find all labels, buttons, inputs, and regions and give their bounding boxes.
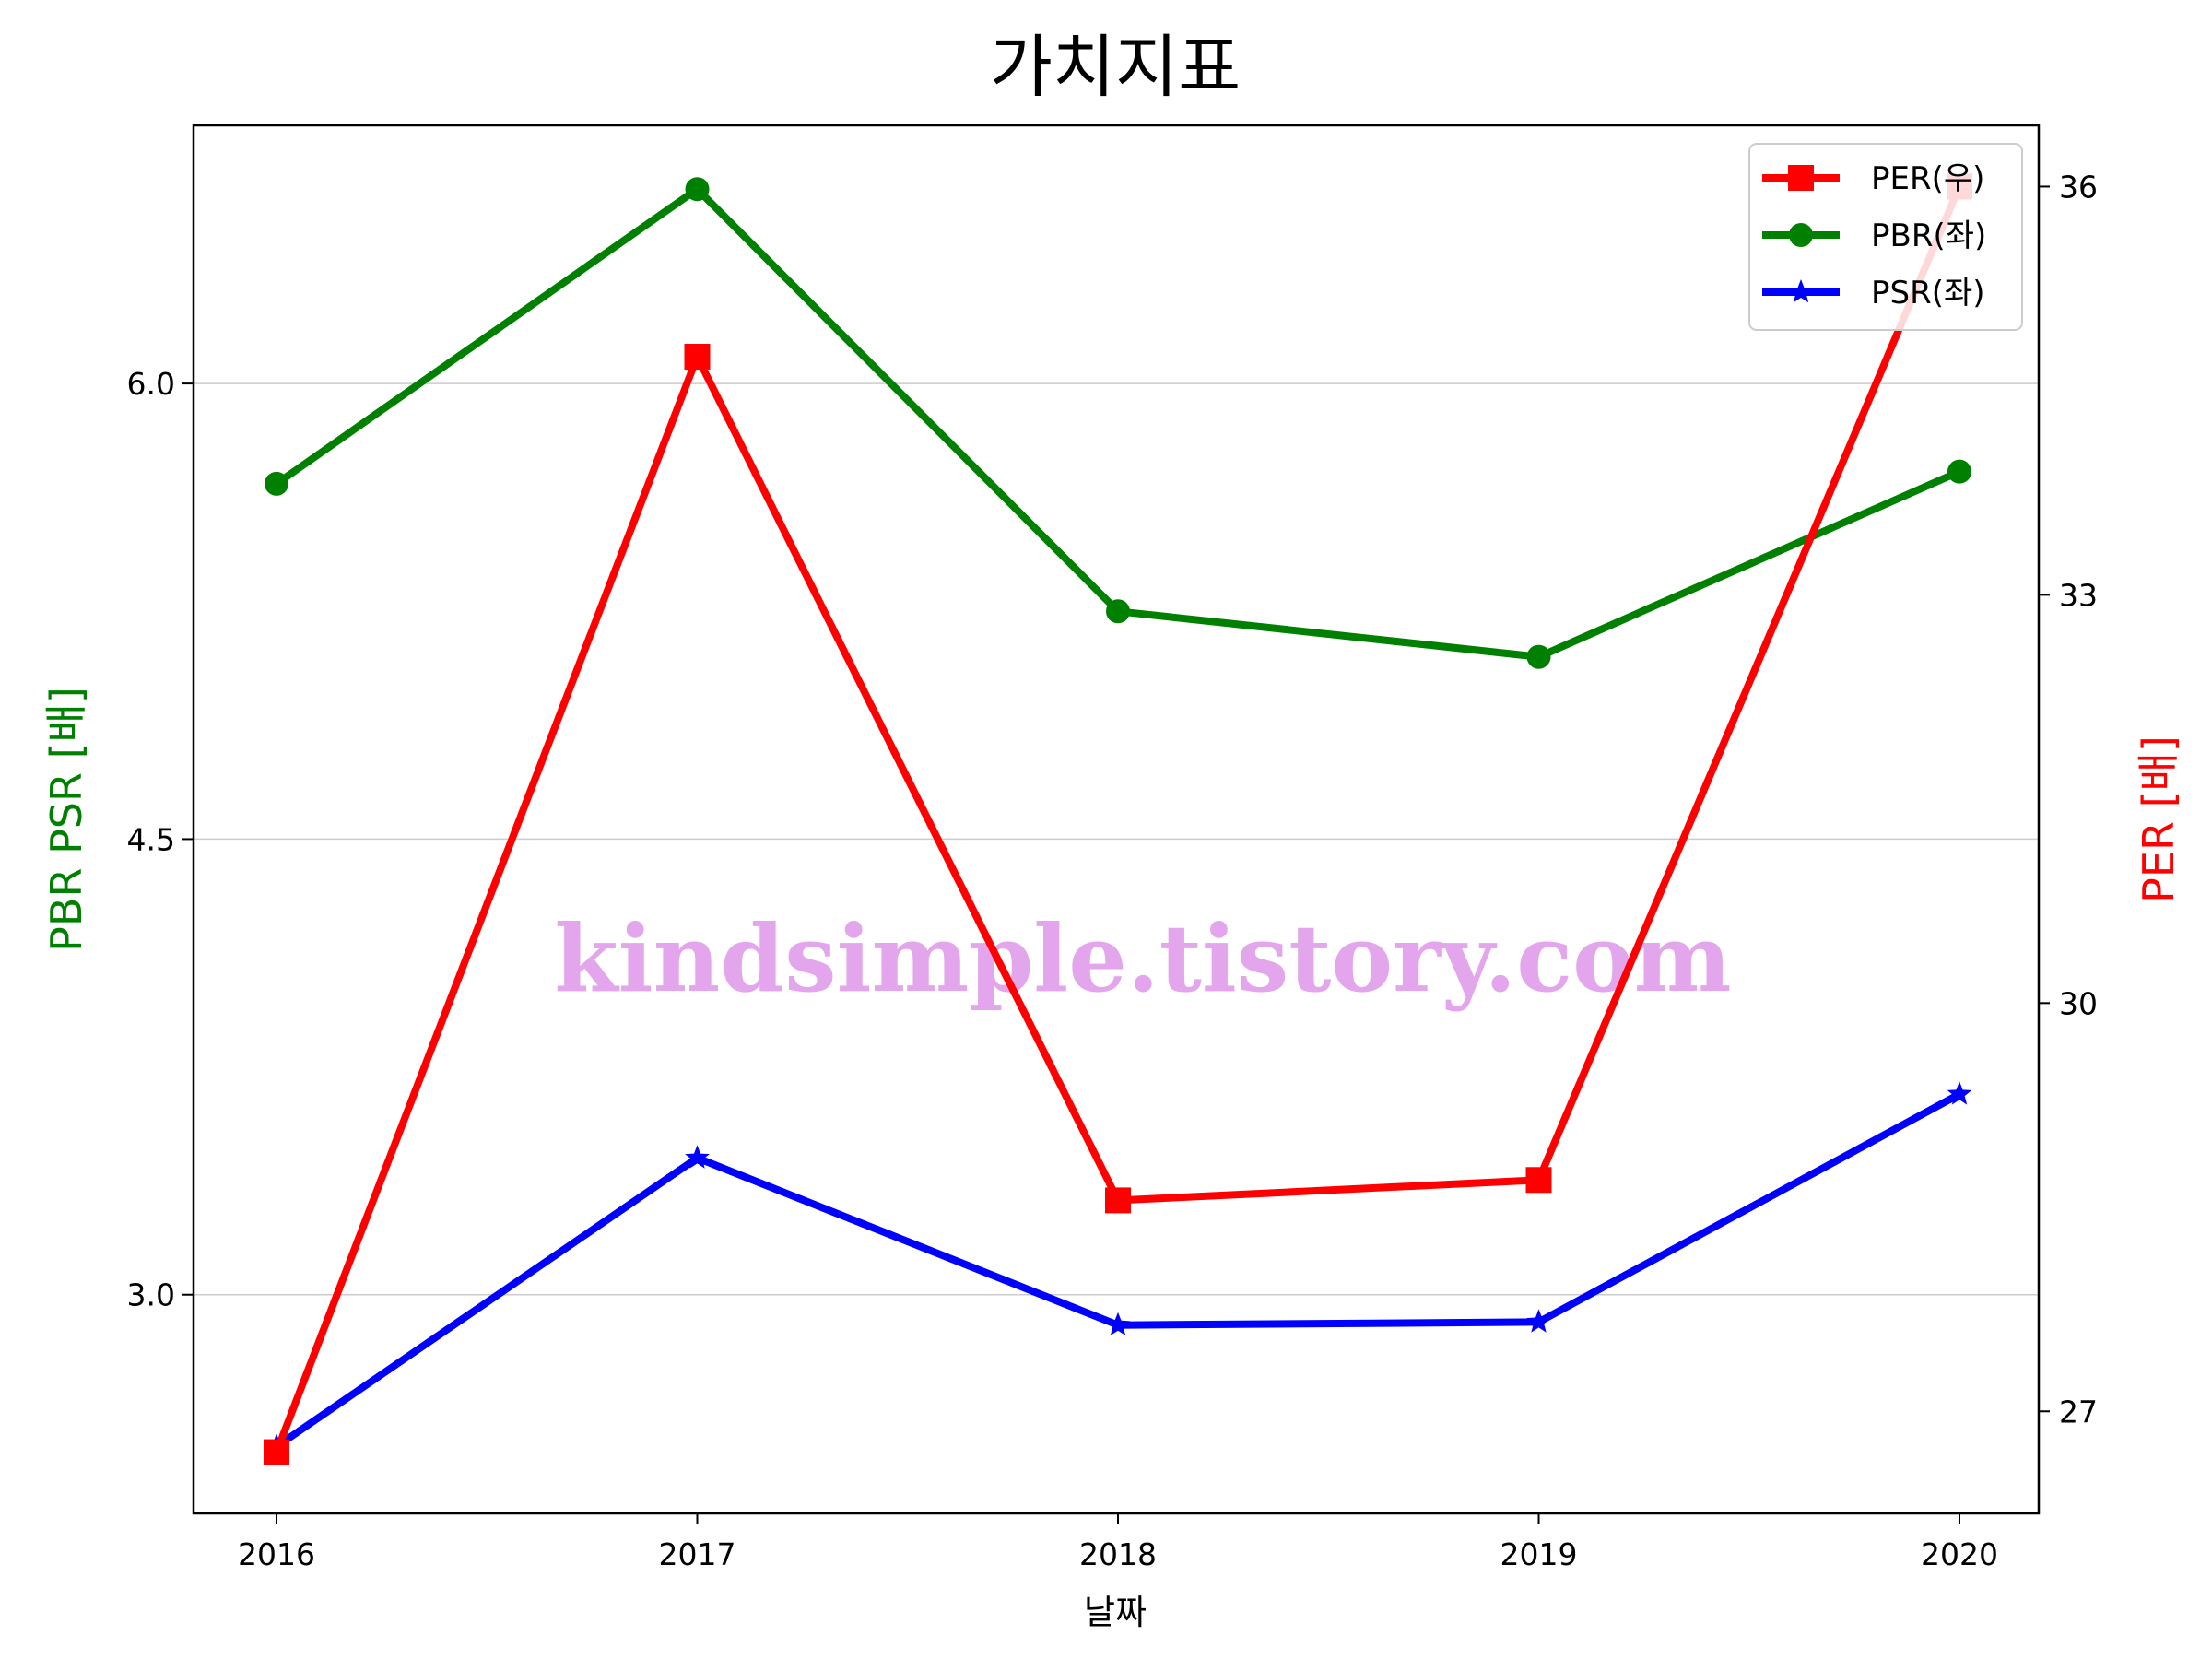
watermark: kindsimple.tistory.com [554, 904, 1731, 1013]
x-tick-label: 2017 [659, 1536, 736, 1572]
y-left-tick-label: 6.0 [127, 366, 175, 402]
legend-item-per: PER(우) [1762, 160, 1984, 197]
legend-label: PSR(좌) [1871, 275, 1985, 312]
y-right-tick-label: 27 [2059, 1394, 2098, 1430]
legend-swatch-marker [1789, 223, 1813, 247]
data-point-pbr [1526, 644, 1551, 669]
data-point-pbr [1106, 599, 1130, 624]
legend-label: PBR(좌) [1871, 218, 1986, 254]
data-point-per [1525, 1167, 1552, 1194]
y-left-tick-label: 4.5 [127, 821, 175, 857]
data-point-per [264, 1439, 289, 1465]
x-tick-label: 2018 [1079, 1536, 1157, 1572]
data-point-pbr [265, 471, 288, 496]
x-axis: 2016 2017 2018 2019 2020 [238, 1513, 1998, 1572]
data-point-psr [1526, 1309, 1551, 1333]
y-axis-right-label: PER [배] [2134, 735, 2183, 903]
series-layer [264, 173, 1972, 1465]
data-point-per [684, 344, 711, 370]
chart-title: 가치지표 [990, 28, 1241, 107]
y-axis-left: 3.0 4.5 6.0 [127, 366, 194, 1313]
y-right-tick-label: 36 [2059, 169, 2098, 205]
series-pbr [265, 177, 1971, 669]
legend: PER(우) PBR(좌) PSR(좌) [1748, 143, 2023, 331]
y-right-tick-label: 30 [2059, 985, 2098, 1021]
x-tick-label: 2019 [1500, 1536, 1578, 1572]
watermark-layer: kindsimple.tistory.com [554, 904, 1731, 1013]
legend-swatch-marker [1788, 165, 1814, 191]
plot-frame [192, 124, 2041, 1515]
legend-item-psr: PSR(좌) [1762, 275, 1985, 312]
x-tick-label: 2016 [238, 1536, 315, 1572]
y-right-tick-label: 33 [2059, 577, 2098, 613]
legend-box [1748, 143, 2023, 331]
legend-swatch-marker [1788, 279, 1814, 303]
y-left-tick-label: 3.0 [127, 1277, 175, 1313]
series-per [264, 173, 1972, 1465]
data-point-pbr [1947, 459, 1971, 484]
x-tick-label: 2020 [1921, 1536, 1998, 1572]
y-axis-right: 27 30 33 36 [2039, 169, 2098, 1430]
data-point-psr [685, 1145, 710, 1169]
x-axis-label: 날짜 [1084, 1593, 1147, 1632]
y-axis-left-label: PBR PSR [배] [41, 687, 91, 952]
legend-item-pbr: PBR(좌) [1762, 218, 1986, 254]
legend-label: PER(우) [1871, 160, 1984, 197]
data-point-pbr [685, 177, 710, 202]
data-point-psr [1105, 1312, 1131, 1335]
data-point-psr [1947, 1081, 1972, 1105]
data-point-per [1105, 1187, 1131, 1214]
